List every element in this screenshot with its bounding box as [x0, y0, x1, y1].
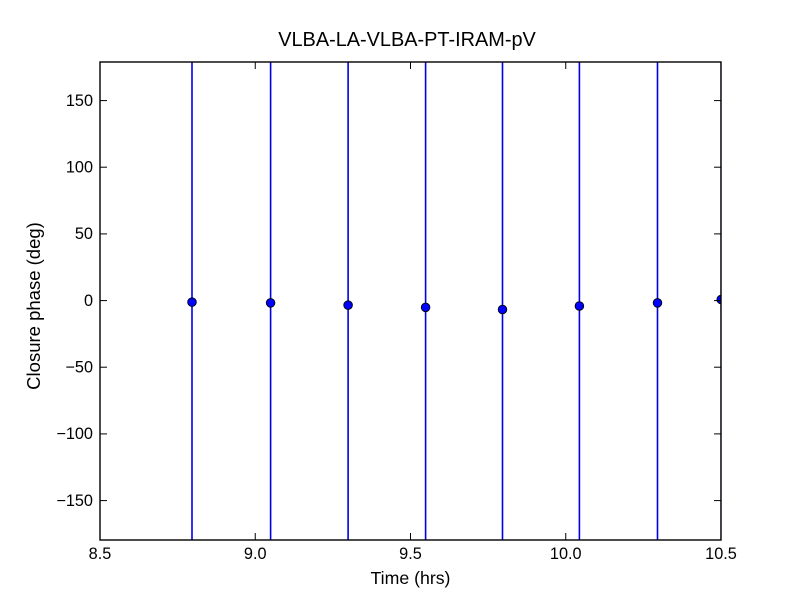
svg-text:50: 50	[75, 225, 93, 243]
svg-text:0: 0	[84, 292, 93, 310]
svg-text:10.0: 10.0	[550, 545, 582, 563]
svg-text:VLBA-LA-VLBA-PT-IRAM-pV: VLBA-LA-VLBA-PT-IRAM-pV	[278, 29, 536, 51]
svg-text:Time (hrs): Time (hrs)	[371, 568, 451, 588]
svg-text:9.5: 9.5	[399, 545, 422, 563]
svg-text:Closure phase (deg): Closure phase (deg)	[23, 222, 44, 390]
svg-text:9.0: 9.0	[244, 545, 267, 563]
svg-text:−100: −100	[56, 425, 93, 443]
svg-text:−150: −150	[56, 492, 93, 510]
svg-text:100: 100	[66, 158, 93, 176]
svg-text:−50: −50	[65, 358, 93, 376]
svg-text:8.5: 8.5	[89, 545, 112, 563]
svg-text:10.5: 10.5	[705, 545, 737, 563]
svg-text:150: 150	[66, 92, 93, 110]
